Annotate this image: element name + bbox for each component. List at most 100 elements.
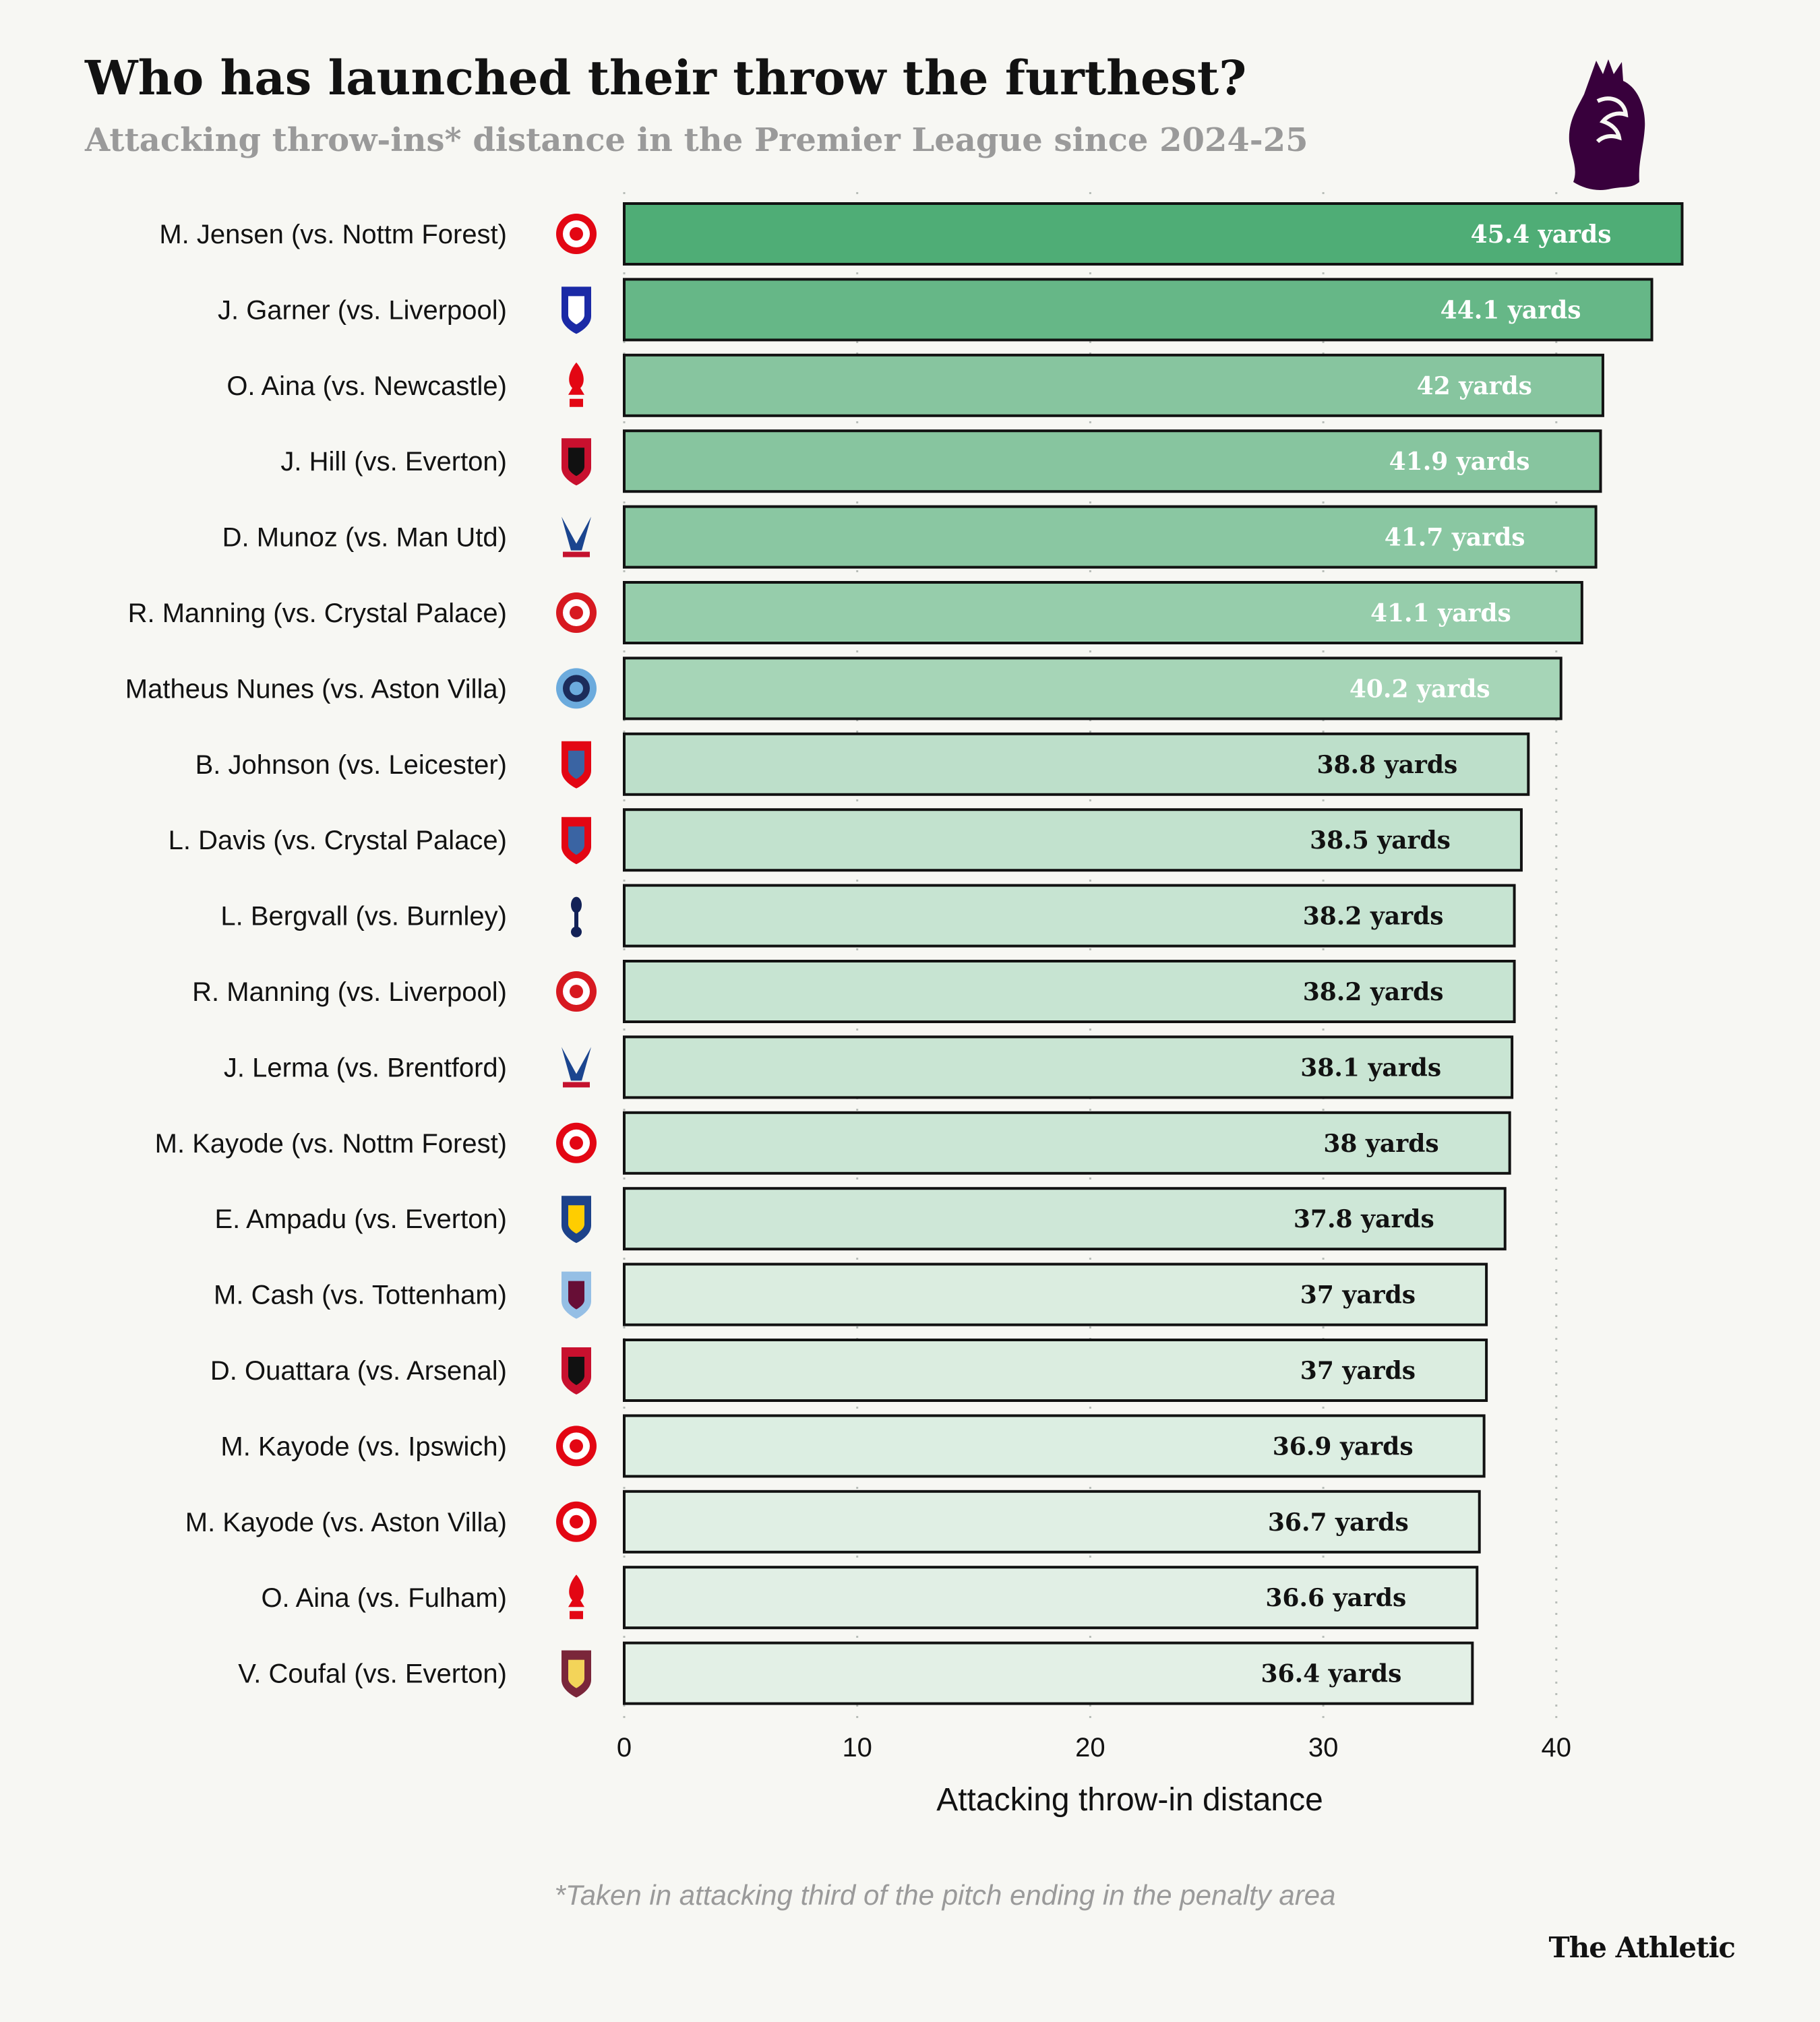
ipswich-crest-icon [562,741,591,789]
x-tick-label: 0 [617,1733,632,1763]
chart-subtitle: Attacking throw-ins* distance in the Pre… [84,121,1308,159]
bar [623,656,1563,721]
bar-row: J. Garner (vs. Liverpool) 44.1 yards [218,278,1654,342]
bar [623,1035,1514,1099]
crystal-palace-crest-icon [562,516,591,557]
bar [623,505,1598,569]
premier-league-lion-icon [1569,59,1645,190]
row-label: M. Jensen (vs. Nottm Forest) [159,220,507,249]
bar-value-label: 41.7 yards [1385,524,1525,552]
row-label: M. Kayode (vs. Aston Villa) [185,1508,507,1537]
bournemouth-crest-icon [562,1347,591,1395]
row-label: M. Kayode (vs. Ipswich) [220,1432,507,1461]
x-tick-label: 40 [1542,1733,1572,1763]
bar-row: R. Manning (vs. Crystal Palace) 41.1 yard… [128,581,1583,644]
brentford-crest-icon [556,1501,597,1542]
row-label: J. Lerma (vs. Brentford) [224,1053,507,1082]
bar-value-label: 37 yards [1300,1357,1416,1385]
west-ham-crest-icon [562,1650,591,1698]
x-axis-ticks: 0 10 20 30 40 [617,1733,1571,1763]
bar-row: J. Lerma (vs. Brentford) 38.1 yards [224,1035,1514,1099]
bar [623,960,1516,1023]
bar-row: R. Manning (vs. Liverpool) 38.2 yards [192,960,1516,1023]
nottm-forest-crest-icon [568,362,584,407]
bar [623,429,1602,493]
bar-value-label: 36.6 yards [1265,1584,1406,1612]
bar-value-label: 37 yards [1300,1281,1416,1310]
bar [623,1490,1481,1554]
row-label: O. Aina (vs. Newcastle) [226,371,507,401]
bar-row: B. Johnson (vs. Leicester) 38.8 yards [195,732,1530,796]
bar-row: M. Kayode (vs. Aston Villa) 36.7 yards [185,1490,1481,1554]
everton-crest-icon [562,286,591,334]
brentford-crest-icon [556,1426,597,1467]
bar [623,353,1604,417]
bar-row: M. Kayode (vs. Ipswich) 36.9 yards [220,1414,1486,1478]
x-tick-label: 30 [1308,1733,1339,1763]
row-label: M. Kayode (vs. Nottm Forest) [155,1129,507,1159]
row-label: R. Manning (vs. Crystal Palace) [128,599,507,628]
bar-row: M. Cash (vs. Tottenham) 37 yards [214,1262,1488,1326]
row-label: O. Aina (vs. Fulham) [261,1583,507,1613]
bar-value-label: 38.1 yards [1300,1053,1441,1082]
leeds-crest-icon [562,1196,591,1244]
bar-row: L. Bergvall (vs. Burnley) 38.2 yards [220,884,1516,948]
bar [623,1414,1486,1478]
footnote: *Taken in attacking third of the pitch e… [555,1879,1336,1911]
brentford-crest-icon [556,1122,597,1163]
row-label: Matheus Nunes (vs. Aston Villa) [125,674,507,704]
bar-row: M. Jensen (vs. Nottm Forest) 45.4 yards [159,202,1684,266]
row-label: M. Cash (vs. Tottenham) [214,1281,507,1310]
bar-value-label: 38.8 yards [1316,751,1457,779]
bar-value-label: 38.2 yards [1303,902,1444,931]
bar-value-label: 42 yards [1417,372,1532,400]
bar [623,884,1516,948]
row-label: L. Bergvall (vs. Burnley) [220,902,507,931]
bar-row: L. Davis (vs. Crystal Palace) 38.5 yards [169,808,1523,872]
bar [623,1566,1479,1630]
tottenham-crest-icon [571,896,582,938]
bar [623,1187,1507,1251]
bar [623,1339,1488,1402]
x-tick-label: 10 [842,1733,872,1763]
bar [623,202,1684,266]
crystal-palace-crest-icon [562,1047,591,1088]
bar [623,581,1583,644]
bar-value-label: 38.2 yards [1303,978,1444,1006]
bar-value-label: 40.2 yards [1349,675,1490,703]
row-label: J. Garner (vs. Liverpool) [218,295,507,325]
bar-row: J. Hill (vs. Everton) 41.9 yards [280,429,1602,493]
row-label: L. Davis (vs. Crystal Palace) [169,826,507,855]
bar-row: O. Aina (vs. Fulham) 36.6 yards [261,1566,1479,1630]
bar-value-label: 44.1 yards [1440,296,1581,324]
the-athletic-logo: The Athletic [1548,1931,1735,1964]
bar-row: M. Kayode (vs. Nottm Forest) 38 yards [155,1111,1511,1175]
chart-title: Who has launched their throw the furthes… [84,50,1246,106]
bar-value-label: 36.4 yards [1261,1660,1401,1688]
bar-row: Matheus Nunes (vs. Aston Villa) 40.2 yard… [125,656,1563,721]
bar-value-label: 41.9 yards [1389,448,1530,476]
row-label: V. Coufal (vs. Everton) [238,1659,507,1689]
row-label: J. Hill (vs. Everton) [280,447,507,477]
bar-row: D. Ouattara (vs. Arsenal) 37 yards [210,1339,1488,1402]
nottm-forest-crest-icon [568,1574,584,1620]
bar-value-label: 38 yards [1323,1130,1438,1158]
bars: M. Jensen (vs. Nottm Forest) 45.4 yards J.… [125,202,1684,1705]
bar [623,278,1654,342]
aston-villa-crest-icon [562,1271,591,1319]
bar [623,1262,1488,1326]
row-label: D. Munoz (vs. Man Utd) [222,523,507,553]
bar [623,1641,1474,1705]
row-label: D. Ouattara (vs. Arsenal) [210,1356,507,1386]
bar [623,1111,1511,1175]
row-label: E. Ampadu (vs. Everton) [214,1204,507,1234]
bar-value-label: 37.8 yards [1294,1205,1434,1233]
bar-row: O. Aina (vs. Newcastle) 42 yards [226,353,1604,417]
bar-value-label: 36.7 yards [1268,1508,1409,1537]
brentford-crest-icon [556,214,597,254]
bar [623,732,1530,796]
row-label: B. Johnson (vs. Leicester) [195,750,507,780]
bar-row: D. Munoz (vs. Man Utd) 41.7 yards [222,505,1598,569]
